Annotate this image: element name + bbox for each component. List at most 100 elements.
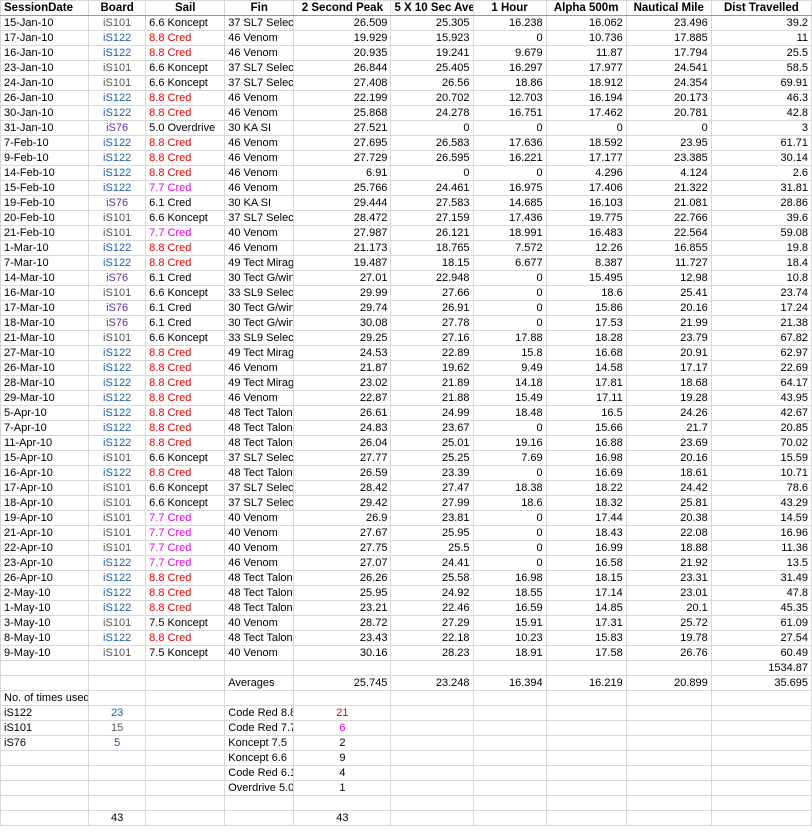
cell-fin[interactable]: 46 Venom <box>224 30 295 46</box>
table-row[interactable]: 23-Apr-10 iS122 7.7 Cred 46 Venom 27.07 24.41… <box>0 555 812 571</box>
cell-nautical-mile[interactable]: 20.38 <box>625 510 712 526</box>
cell-session-date[interactable]: 15-Jan-10 <box>0 15 90 31</box>
cell-nautical-mile[interactable]: 20.173 <box>625 90 712 106</box>
empty-cell[interactable] <box>145 720 226 736</box>
table-row[interactable]: 17-Jan-10 iS122 8.8 Cred 46 Venom 19.929 15.9… <box>0 30 812 46</box>
cell-dist-travelled[interactable]: 62.97 <box>710 345 812 361</box>
cell-session-date[interactable]: 18-Apr-10 <box>0 495 90 511</box>
cell-fin[interactable]: 46 Venom <box>224 390 295 406</box>
cell-sail[interactable]: 6.6 Koncept <box>145 480 226 496</box>
cell-board[interactable]: iS76 <box>88 315 147 331</box>
cell-nautical-mile[interactable]: 18.88 <box>625 540 712 556</box>
cell-5x10-sec-ave[interactable]: 27.66 <box>390 285 474 301</box>
cell-1-hour[interactable]: 0 <box>472 540 547 556</box>
empty-cell[interactable] <box>145 690 226 706</box>
cell-sail[interactable]: 6.1 Cred <box>145 315 226 331</box>
empty-cell[interactable] <box>145 780 226 796</box>
cell-dist-travelled[interactable]: 11 <box>710 30 812 46</box>
cell-5x10-sec-ave[interactable]: 28.23 <box>390 645 474 661</box>
empty-cell[interactable] <box>710 720 812 736</box>
cell-2-second-peak[interactable]: 29.444 <box>293 195 392 211</box>
cell-1-hour[interactable]: 16.751 <box>472 105 547 121</box>
cell-5x10-sec-ave[interactable]: 18.15 <box>390 255 474 271</box>
cell-dist-travelled[interactable]: 21.38 <box>710 315 812 331</box>
cell-sail[interactable]: 6.1 Cred <box>145 300 226 316</box>
cell-alpha-500m[interactable]: 17.53 <box>545 315 627 331</box>
empty-cell[interactable] <box>472 795 547 811</box>
cell-5x10-sec-ave[interactable]: 0 <box>390 165 474 181</box>
empty-cell[interactable] <box>472 660 547 676</box>
cell-1-hour[interactable]: 0 <box>472 420 547 436</box>
cell-fin[interactable]: 48 Tect Talon <box>224 435 295 451</box>
cell-sail[interactable]: 8.8 Cred <box>145 465 226 481</box>
cell-session-date[interactable]: 14-Mar-10 <box>0 270 90 286</box>
empty-cell[interactable] <box>224 810 295 826</box>
cell-fin[interactable]: 46 Venom <box>224 135 295 151</box>
cell-fin[interactable]: 37 SL7 Select <box>224 210 295 226</box>
cell-alpha-500m[interactable]: 17.81 <box>545 375 627 391</box>
cell-5x10-sec-ave[interactable]: 24.99 <box>390 405 474 421</box>
cell-board[interactable]: iS122 <box>88 135 147 151</box>
empty-cell[interactable] <box>710 750 812 766</box>
cell-fin[interactable]: 33 SL9 Select <box>224 285 295 301</box>
empty-cell[interactable] <box>88 660 147 676</box>
cell-board[interactable]: iS122 <box>88 585 147 601</box>
summary-board-count[interactable]: 5 <box>88 735 147 751</box>
cell-nautical-mile[interactable]: 24.354 <box>625 75 712 91</box>
cell-1-hour[interactable]: 14.18 <box>472 375 547 391</box>
cell-session-date[interactable]: 17-Mar-10 <box>0 300 90 316</box>
column-header-fin[interactable]: Fin <box>224 0 295 16</box>
summary-sail-name[interactable]: Code Red 7.7 <box>224 720 295 736</box>
cell-sail[interactable]: 8.8 Cred <box>145 570 226 586</box>
cell-session-date[interactable]: 3-May-10 <box>0 615 90 631</box>
cell-alpha-500m[interactable]: 17.31 <box>545 615 627 631</box>
cell-nautical-mile[interactable]: 24.26 <box>625 405 712 421</box>
cell-alpha-500m[interactable]: 17.977 <box>545 60 627 76</box>
cell-2-second-peak[interactable]: 27.01 <box>293 270 392 286</box>
empty-cell[interactable] <box>145 750 226 766</box>
cell-fin[interactable]: 37 SL7 Select <box>224 60 295 76</box>
cell-alpha-500m[interactable]: 16.69 <box>545 465 627 481</box>
cell-1-hour[interactable]: 10.23 <box>472 630 547 646</box>
cell-dist-travelled[interactable]: 3 <box>710 120 812 136</box>
table-row[interactable]: 26-Mar-10 iS122 8.8 Cred 46 Venom 21.87 19.62… <box>0 360 812 376</box>
cell-sail[interactable]: 6.1 Cred <box>145 270 226 286</box>
cell-5x10-sec-ave[interactable]: 0 <box>390 120 474 136</box>
cell-1-hour[interactable]: 0 <box>472 165 547 181</box>
empty-cell[interactable] <box>710 705 812 721</box>
table-row[interactable]: 2-May-10 iS122 8.8 Cred 48 Tect Talon 25.95 2… <box>0 585 812 601</box>
cell-1-hour[interactable]: 15.8 <box>472 345 547 361</box>
cell-5x10-sec-ave[interactable]: 23.39 <box>390 465 474 481</box>
column-header-board[interactable]: Board <box>88 0 147 16</box>
empty-cell[interactable] <box>224 690 295 706</box>
cell-1-hour[interactable]: 18.991 <box>472 225 547 241</box>
cell-sail[interactable]: 8.8 Cred <box>145 90 226 106</box>
cell-1-hour[interactable]: 0 <box>472 555 547 571</box>
cell-board[interactable]: iS101 <box>88 480 147 496</box>
cell-fin[interactable]: 49 Tect Mirage <box>224 375 295 391</box>
cell-1-hour[interactable]: 16.975 <box>472 180 547 196</box>
table-row[interactable]: 22-Apr-10 iS101 7.7 Cred 40 Venom 27.75 25.5 0… <box>0 540 812 556</box>
summary-sail-count[interactable]: 1 <box>293 780 392 796</box>
empty-cell[interactable] <box>0 780 90 796</box>
cell-fin[interactable]: 37 SL7 Select <box>224 450 295 466</box>
cell-sail[interactable]: 6.6 Koncept <box>145 330 226 346</box>
cell-5x10-sec-ave[interactable]: 19.62 <box>390 360 474 376</box>
cell-board[interactable]: iS101 <box>88 450 147 466</box>
cell-nautical-mile[interactable]: 21.081 <box>625 195 712 211</box>
cell-fin[interactable]: 46 Venom <box>224 240 295 256</box>
empty-cell[interactable] <box>545 660 627 676</box>
empty-cell[interactable] <box>625 720 712 736</box>
cell-1-hour[interactable]: 18.38 <box>472 480 547 496</box>
empty-cell[interactable] <box>625 735 712 751</box>
cell-fin[interactable]: 30 Tect G/wing <box>224 270 295 286</box>
empty-cell[interactable] <box>710 765 812 781</box>
empty-cell[interactable] <box>145 810 226 826</box>
cell-fin[interactable]: 46 Venom <box>224 90 295 106</box>
cell-1-hour[interactable]: 18.6 <box>472 495 547 511</box>
cell-5x10-sec-ave[interactable]: 27.78 <box>390 315 474 331</box>
cell-board[interactable]: iS122 <box>88 240 147 256</box>
cell-dist-travelled[interactable]: 78.6 <box>710 480 812 496</box>
cell-fin[interactable]: 37 SL7 Select <box>224 480 295 496</box>
cell-2-second-peak[interactable]: 30.08 <box>293 315 392 331</box>
